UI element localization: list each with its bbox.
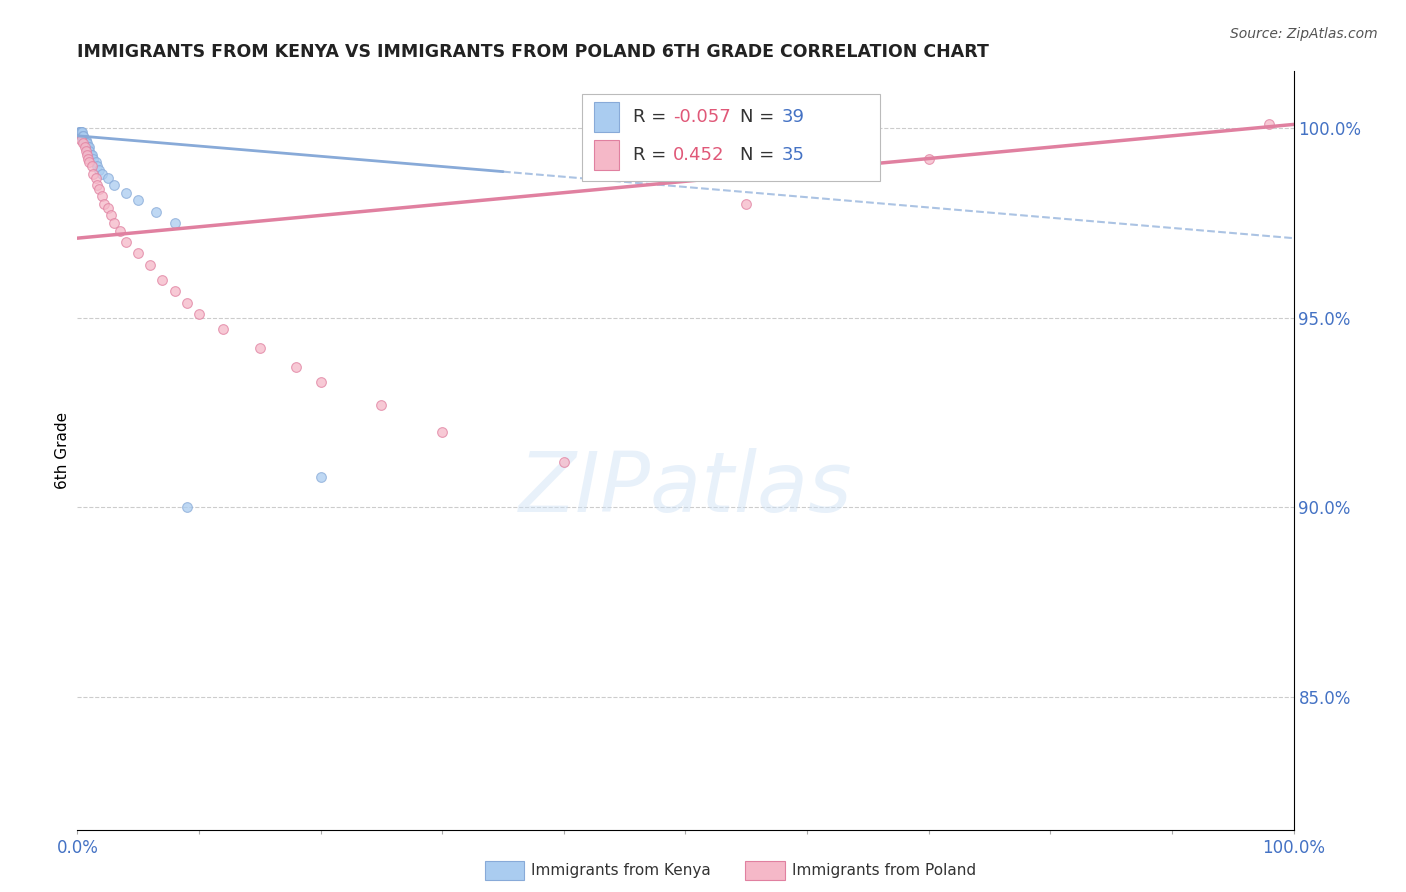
Text: R =: R = [633, 145, 678, 164]
Point [79, 140, 101, 154]
Point [163, 284, 186, 298]
Point [103, 216, 125, 230]
Point [73, 140, 96, 154]
Point [430, 425, 453, 439]
Point [309, 470, 332, 484]
Point [97, 201, 120, 215]
Point [73, 132, 96, 146]
FancyBboxPatch shape [582, 95, 880, 181]
Point [77, 144, 100, 158]
Point [80, 147, 103, 161]
Point [70, 125, 93, 139]
Point [69, 125, 91, 139]
Point [82, 167, 104, 181]
Point [75, 144, 97, 158]
Point [90, 167, 112, 181]
Point [76, 140, 98, 154]
Point [73, 136, 96, 151]
Point [76, 136, 98, 151]
Point [86, 178, 108, 192]
Point [77, 152, 100, 166]
Text: Immigrants from Poland: Immigrants from Poland [792, 863, 976, 878]
Text: IMMIGRANTS FROM KENYA VS IMMIGRANTS FROM POLAND 6TH GRADE CORRELATION CHART: IMMIGRANTS FROM KENYA VS IMMIGRANTS FROM… [77, 44, 990, 62]
Point [70, 125, 93, 139]
Text: Immigrants from Kenya: Immigrants from Kenya [531, 863, 711, 878]
Point [176, 500, 198, 515]
Point [97, 170, 120, 185]
Point [89, 162, 111, 177]
Point [115, 235, 138, 249]
Point [89, 182, 111, 196]
Point [103, 178, 125, 192]
Text: N =: N = [740, 145, 780, 164]
Point [72, 132, 94, 146]
Point [77, 140, 100, 154]
FancyBboxPatch shape [595, 102, 619, 132]
Point [80, 147, 103, 161]
Text: -0.057: -0.057 [673, 108, 731, 126]
Point [145, 204, 167, 219]
Point [188, 307, 211, 321]
Point [72, 128, 94, 143]
Point [79, 155, 101, 169]
Point [918, 152, 941, 166]
Text: 39: 39 [782, 108, 804, 126]
Text: ZIPatlas: ZIPatlas [519, 448, 852, 529]
Point [1258, 117, 1281, 131]
Point [79, 144, 101, 158]
Point [69, 125, 91, 139]
Point [72, 136, 94, 151]
Point [70, 125, 93, 139]
Point [127, 246, 149, 260]
Text: 35: 35 [782, 145, 804, 164]
Point [80, 159, 103, 173]
Point [72, 132, 94, 146]
Point [285, 359, 308, 374]
Point [370, 398, 392, 412]
Point [309, 375, 332, 389]
Point [75, 136, 97, 151]
Point [176, 295, 198, 310]
Point [115, 186, 138, 200]
Point [70, 128, 93, 143]
Point [93, 197, 115, 211]
Text: 0.452: 0.452 [673, 145, 724, 164]
Point [139, 258, 162, 272]
Point [84, 170, 107, 185]
Text: R =: R = [633, 108, 672, 126]
Point [163, 216, 186, 230]
Point [82, 152, 104, 166]
Point [553, 455, 575, 469]
Point [100, 208, 122, 222]
Text: Source: ZipAtlas.com: Source: ZipAtlas.com [1230, 27, 1378, 41]
Point [70, 132, 93, 146]
Text: N =: N = [740, 108, 780, 126]
Point [76, 147, 98, 161]
Point [249, 341, 271, 355]
Point [70, 128, 93, 143]
FancyBboxPatch shape [595, 139, 619, 170]
Point [90, 189, 112, 203]
Point [127, 193, 149, 207]
Point [72, 128, 94, 143]
Point [70, 128, 93, 143]
Point [75, 136, 97, 151]
Point [152, 273, 174, 287]
Point [75, 132, 97, 146]
Point [735, 197, 758, 211]
Point [108, 223, 131, 237]
Point [67, 125, 90, 139]
Y-axis label: 6th Grade: 6th Grade [55, 412, 70, 489]
Point [212, 322, 235, 336]
Point [86, 159, 108, 173]
Point [84, 155, 107, 169]
